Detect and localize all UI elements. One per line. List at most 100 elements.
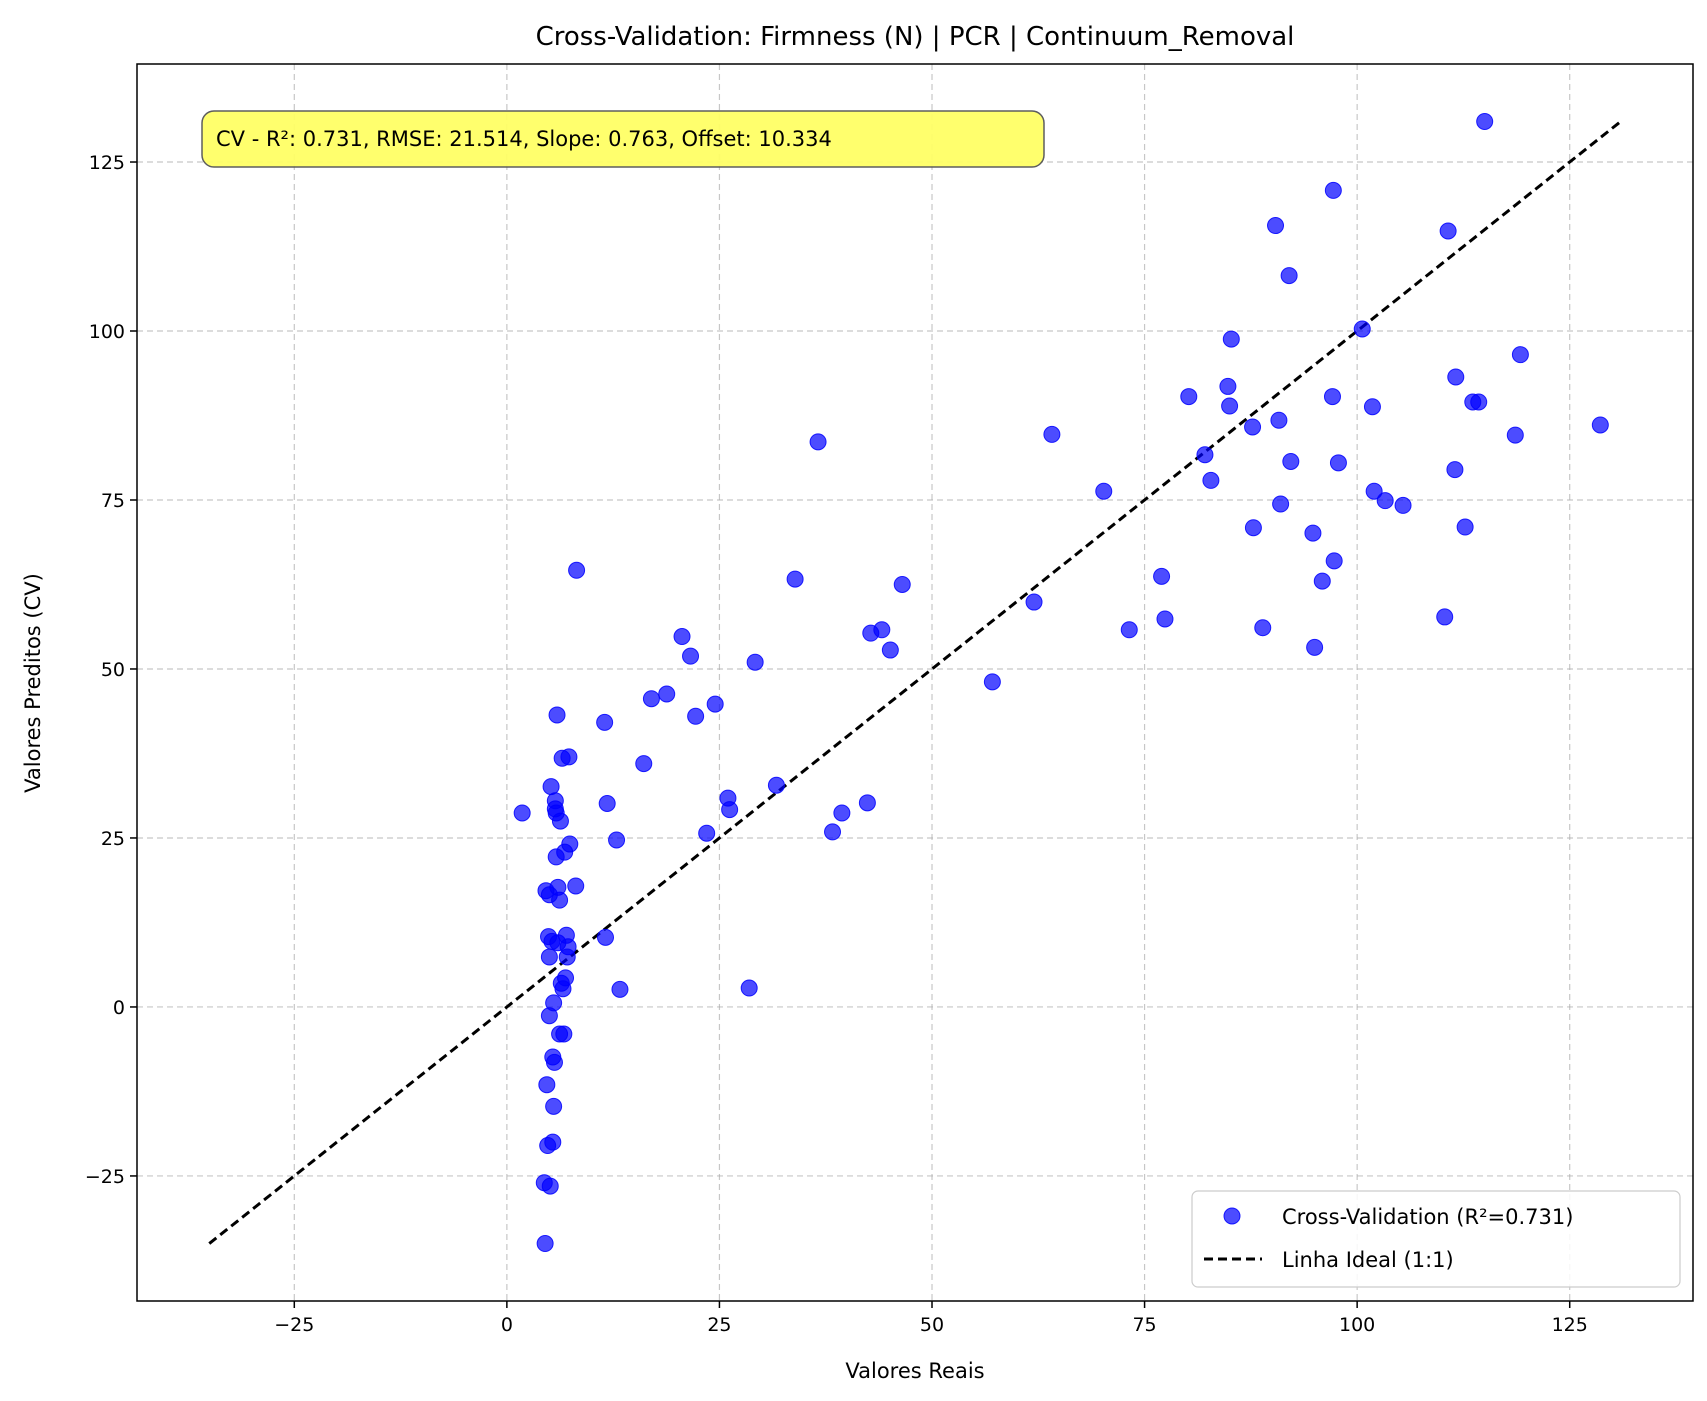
data-point	[1304, 524, 1322, 542]
data-point	[809, 433, 827, 451]
data-point	[1591, 416, 1609, 434]
plot-frame	[136, 63, 1694, 1302]
data-point	[746, 653, 764, 671]
data-point	[698, 824, 716, 842]
data-point	[1324, 181, 1342, 199]
data-point	[642, 690, 660, 708]
data-point	[560, 748, 578, 766]
data-point	[1282, 452, 1300, 470]
data-point	[706, 695, 724, 713]
x-tick-label: 0	[501, 1314, 513, 1336]
data-point	[1476, 112, 1494, 130]
data-point	[541, 1177, 559, 1195]
data-point	[1222, 330, 1240, 348]
data-point	[1306, 638, 1324, 656]
data-point	[983, 673, 1001, 691]
data-point	[1156, 610, 1174, 628]
data-point	[1180, 388, 1198, 406]
data-point	[597, 928, 615, 946]
legend-box	[1191, 1190, 1681, 1288]
data-point	[545, 1053, 563, 1071]
data-point	[513, 804, 531, 822]
data-point	[833, 804, 851, 822]
data-point	[596, 713, 614, 731]
data-point	[1120, 621, 1138, 639]
data-point	[1456, 518, 1474, 536]
data-point	[858, 794, 876, 812]
points-layer	[513, 112, 1609, 1253]
data-point	[1325, 552, 1343, 570]
data-point	[1267, 217, 1285, 235]
data-point	[551, 812, 569, 830]
y-tick-label: 25	[101, 828, 125, 850]
y-axis: −25 0 25 50 75 100 125	[85, 152, 137, 1188]
data-point	[1244, 519, 1262, 537]
data-point	[542, 778, 560, 796]
x-tick-label: −25	[274, 1314, 314, 1336]
x-tick-label: 25	[707, 1314, 731, 1336]
y-tick-label: 100	[89, 321, 125, 343]
data-point	[1439, 222, 1457, 240]
data-point	[1270, 411, 1288, 429]
data-point	[1254, 619, 1272, 637]
data-point	[545, 994, 563, 1012]
data-point	[568, 561, 586, 579]
data-point	[881, 641, 899, 659]
legend-label-scatter: Cross-Validation (R²=0.731)	[1282, 1205, 1573, 1229]
y-tick-label: 0	[113, 997, 125, 1019]
data-point	[559, 938, 577, 956]
annotation-text: CV - R²: 0.731, RMSE: 21.514, Slope: 0.7…	[216, 127, 832, 151]
y-tick-label: 75	[101, 490, 125, 512]
data-point	[1153, 567, 1171, 585]
x-axis: −25 0 25 50 75 100 125	[274, 1301, 1588, 1336]
data-point	[1095, 482, 1113, 500]
data-point	[1202, 471, 1220, 489]
data-point	[1511, 346, 1529, 364]
data-point	[824, 823, 842, 841]
x-tick-label: 50	[920, 1314, 944, 1336]
data-point	[540, 948, 558, 966]
data-point	[598, 794, 616, 812]
y-tick-label: 125	[89, 152, 125, 174]
data-point	[1506, 426, 1524, 444]
data-point	[1221, 397, 1239, 415]
data-point	[721, 801, 739, 819]
legend-label-line: Linha Ideal (1:1)	[1282, 1248, 1454, 1272]
data-point	[767, 776, 785, 794]
x-tick-label: 125	[1552, 1314, 1588, 1336]
data-point	[1436, 608, 1454, 626]
data-point	[1219, 377, 1237, 395]
data-point	[1323, 388, 1341, 406]
data-point	[658, 685, 676, 703]
data-point	[538, 1076, 556, 1094]
data-point	[1043, 425, 1061, 443]
data-point	[893, 575, 911, 593]
grid	[137, 64, 1693, 1301]
data-point	[1353, 320, 1371, 338]
data-point	[548, 706, 566, 724]
data-point	[1447, 368, 1465, 386]
data-point	[1394, 496, 1412, 514]
ideal-line	[208, 120, 1622, 1245]
data-point	[1365, 482, 1383, 500]
legend: Cross-Validation (R²=0.731) Linha Ideal …	[1191, 1190, 1681, 1288]
data-point	[1244, 418, 1262, 436]
x-axis-label: Valores Reais	[845, 1359, 984, 1383]
data-point	[1363, 398, 1381, 416]
data-point	[786, 570, 804, 588]
data-point	[1313, 572, 1331, 590]
y-tick-label: −25	[85, 1166, 125, 1188]
data-point	[567, 877, 585, 895]
data-point	[682, 647, 700, 665]
data-point	[1470, 393, 1488, 411]
x-tick-label: 100	[1339, 1314, 1375, 1336]
data-point	[544, 1133, 562, 1151]
y-tick-label: 50	[101, 659, 125, 681]
metrics-annotation: CV - R²: 0.731, RMSE: 21.514, Slope: 0.7…	[201, 110, 1045, 168]
data-point	[557, 969, 575, 987]
data-point	[1446, 461, 1464, 479]
data-point	[740, 979, 758, 997]
data-point	[635, 755, 653, 773]
